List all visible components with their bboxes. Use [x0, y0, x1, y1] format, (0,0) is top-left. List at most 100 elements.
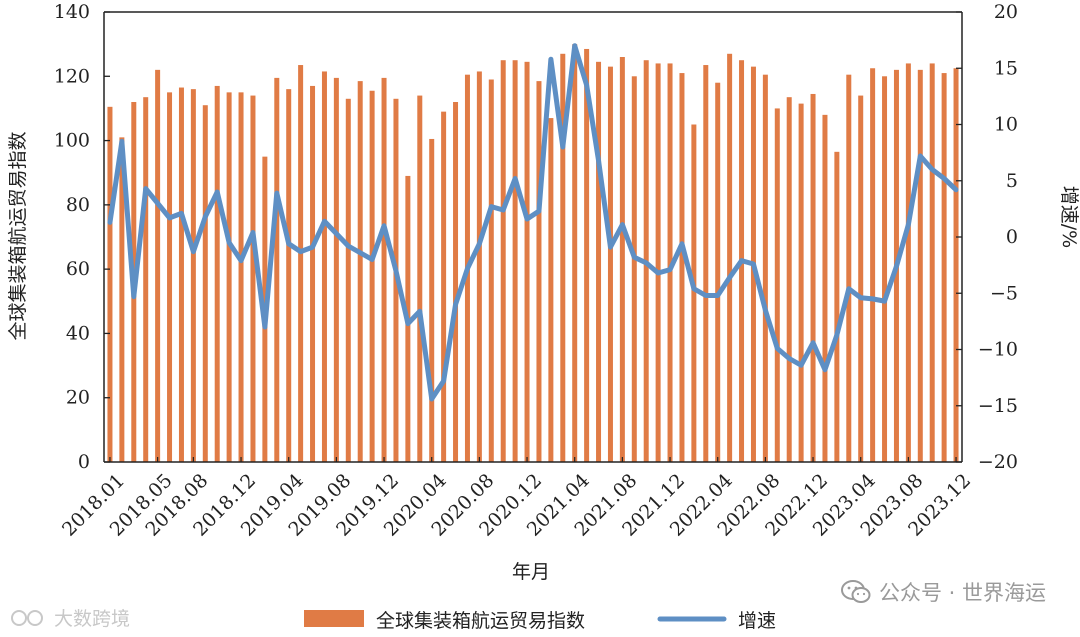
left-tick-label: 40: [66, 322, 90, 344]
bar: [727, 53, 733, 462]
left-tick-label: 100: [54, 130, 90, 152]
right-tick-label: 20: [994, 1, 1018, 23]
right-y-axis: −20 −15 −10 −5 0 5 10 15 20: [956, 1, 1018, 473]
bar: [417, 95, 423, 462]
right-tick-label: −10: [978, 339, 1018, 361]
bar: [810, 93, 816, 463]
bar: [822, 114, 828, 463]
bar: [333, 77, 339, 462]
bar: [488, 79, 494, 462]
bar: [619, 57, 625, 462]
bar: [238, 92, 244, 463]
legend-label-bars: 全球集装箱航运贸易指数: [376, 610, 585, 632]
brand-icon: [11, 609, 43, 626]
right-tick-label: −20: [978, 451, 1018, 473]
bar: [107, 106, 113, 462]
bar: [560, 53, 566, 462]
bar: [953, 68, 959, 462]
bar: [155, 69, 161, 463]
bar: [715, 82, 721, 463]
bar: [858, 95, 864, 462]
left-tick-label: 20: [66, 387, 90, 409]
x-axis-title: 年月: [512, 561, 550, 583]
watermark-right-text: 公众号 · 世界海运: [878, 581, 1046, 605]
bar: [512, 60, 518, 463]
bar: [190, 89, 196, 462]
bar: [691, 124, 697, 462]
bar: [679, 73, 685, 462]
bar: [167, 92, 173, 463]
bar: [929, 63, 935, 463]
bar: [286, 89, 292, 462]
growth-line: [107, 43, 959, 402]
left-tick-label: 80: [66, 194, 90, 216]
bar: [882, 76, 888, 462]
left-y-axis-title: 全球集装箱航运贸易指数: [7, 131, 29, 340]
bar: [870, 68, 876, 462]
bar: [607, 66, 613, 462]
bar: [584, 48, 590, 463]
bar: [655, 63, 661, 463]
bar: [250, 95, 256, 462]
watermark-left: 大数跨境: [10, 604, 130, 631]
bar: [905, 63, 911, 463]
line-series: [107, 43, 959, 402]
bar: [369, 90, 375, 462]
bar: [321, 71, 327, 463]
bar: [298, 65, 304, 462]
bar: [202, 105, 208, 463]
legend-label-line: 增速: [738, 610, 776, 632]
bar: [846, 74, 852, 463]
x-axis: 2018.012018.052018.082018.122019.042019.…: [58, 457, 975, 541]
bar: [274, 77, 280, 462]
bar: [667, 63, 673, 463]
bar: [381, 77, 387, 462]
right-tick-label: 15: [994, 57, 1018, 79]
left-tick-label: 0: [78, 451, 90, 473]
bar: [786, 97, 792, 463]
watermark-right: 公众号 · 世界海运: [840, 577, 1046, 607]
bar: [798, 103, 804, 463]
bar: [631, 76, 637, 462]
axes: [103, 11, 963, 463]
left-tick-label: 120: [54, 65, 90, 87]
bar: [596, 61, 602, 462]
bar: [226, 92, 232, 463]
left-y-axis: 0 20 40 60 80 100 120 140: [54, 1, 110, 473]
legend: 全球集装箱航运贸易指数 增速: [304, 610, 776, 632]
bar: [453, 102, 459, 462]
bar: [548, 118, 554, 462]
bar: [762, 74, 768, 463]
bar: [703, 65, 709, 462]
bar: [143, 97, 149, 463]
watermark-left-text: 大数跨境: [54, 608, 131, 630]
bar: [119, 137, 125, 463]
bar: [345, 98, 351, 462]
right-y-axis-title: 增速/%: [1058, 186, 1080, 248]
right-tick-label: −5: [990, 282, 1018, 304]
bar: [476, 71, 482, 463]
bar: [834, 151, 840, 462]
right-tick-label: 0: [1006, 226, 1018, 248]
bar: [429, 138, 435, 462]
right-tick-label: 10: [994, 114, 1018, 136]
left-tick-label: 60: [66, 258, 90, 280]
bar: [214, 85, 220, 463]
wechat-icon: [840, 580, 871, 603]
left-tick-label: 140: [54, 1, 90, 23]
bar: [774, 108, 780, 463]
bar: [357, 81, 363, 463]
legend-swatch-bars: [304, 610, 364, 627]
bar: [310, 85, 316, 463]
bar: [941, 73, 947, 462]
bar: [441, 111, 447, 462]
bar: [178, 87, 184, 462]
bar: [572, 44, 578, 462]
right-tick-label: 5: [1006, 170, 1018, 192]
bar: [536, 81, 542, 463]
bar: [524, 61, 530, 462]
bar: [500, 60, 506, 463]
bar: [917, 69, 923, 463]
right-tick-label: −15: [978, 395, 1018, 417]
